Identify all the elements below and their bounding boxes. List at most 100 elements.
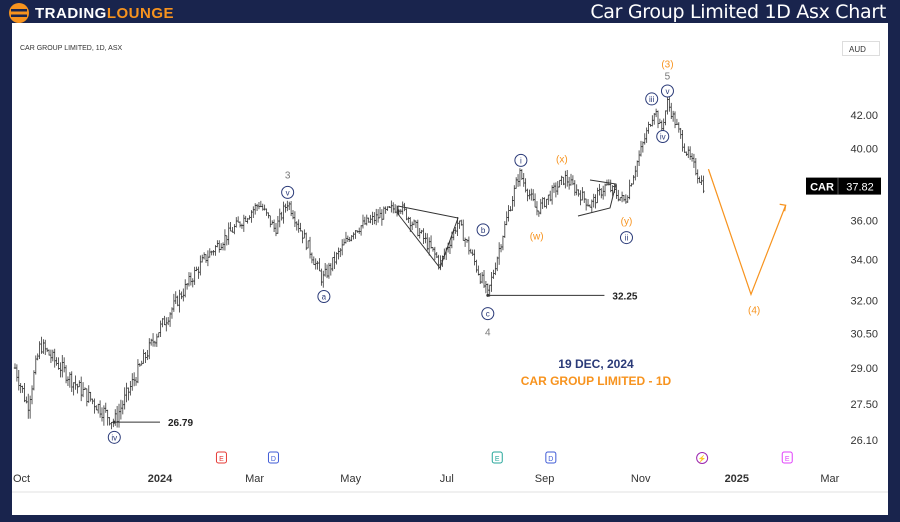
price-bar [132,372,136,387]
price-bar [556,181,559,195]
price-bar [21,385,24,393]
price-bar [25,396,28,404]
price-bar [626,195,629,203]
y-tick-label: 36.00 [850,215,878,227]
svg-text:v: v [286,188,290,197]
price-bar [490,272,493,292]
wave-label: (x) [556,155,568,166]
wave-label: v [660,84,674,98]
price-bar [639,140,643,157]
price-bar [202,252,206,260]
price-bar [583,191,586,203]
wave-label: (w) [530,232,544,243]
price-bar [418,228,421,239]
event-marker[interactable]: D [545,451,557,464]
event-marker[interactable]: E [215,451,227,464]
svg-text:⚡: ⚡ [698,454,707,463]
price-bar [180,291,183,300]
price-bar [698,176,701,183]
price-bar [72,382,75,396]
price-bar [127,387,130,401]
price-bar [592,193,595,208]
price-bar [620,191,624,203]
price-bar [375,208,378,226]
price-bar [543,197,546,208]
price-bar [306,240,310,249]
price-bar [168,312,172,327]
price-bar [172,293,176,312]
price-bar [238,221,242,228]
price-bar [316,260,319,270]
event-marker[interactable]: E [781,451,793,464]
price-bar [269,215,272,228]
price-bar [344,231,348,244]
price-bar [310,252,314,264]
price-bar [15,364,19,382]
price-bar [115,405,119,428]
price-bar [577,189,580,197]
price-bar [579,190,582,206]
wave-label: 4 [485,327,491,338]
price-bar [229,222,232,232]
price-bar [687,146,690,159]
price-bar [23,382,26,403]
svg-text:D: D [271,456,276,463]
price-bar [299,222,302,232]
price-bar [636,160,639,177]
price-bar [117,403,121,428]
wave-label: v [281,185,295,199]
price-bar [467,236,471,255]
price-bar [125,382,128,403]
price-bar [501,235,505,251]
event-marker[interactable]: D [267,451,279,464]
price-bar [552,182,556,193]
price-bar [53,348,56,368]
currency-button[interactable]: AUD [842,41,880,56]
price-bar [700,175,703,185]
price-bar [673,111,677,129]
event-marker[interactable]: ⚡ [696,452,709,464]
price-bar [136,359,140,384]
price-bar [486,283,489,296]
price-bar [668,95,671,112]
price-bar [30,385,34,405]
price-bar [653,112,656,125]
page-title: Car Group Limited 1D Asx Chart [590,1,886,23]
wave-label: 5 [665,72,671,83]
annotation-date: 19 DEC, 2024 [558,357,634,371]
price-bar [594,194,597,209]
price-bar [320,268,323,286]
price-bar [34,355,38,375]
price-bar [153,340,157,347]
event-marker[interactable]: E [491,451,503,464]
svg-text:iv: iv [660,132,666,141]
svg-text:b: b [481,226,486,235]
price-bar [308,236,312,259]
x-tick-label: May [340,473,361,485]
price-bar [174,291,177,304]
last-price-tag: CAR 37.82 [806,177,881,195]
price-bar [97,403,100,414]
price-bar [333,251,336,270]
price-bar [603,183,607,197]
wave-label: iv [107,430,121,444]
price-bar [496,256,499,272]
svg-text:ii: ii [625,234,629,243]
price-bar [155,333,159,347]
price-bar [539,198,542,215]
price-bar [497,242,501,265]
svg-text:a: a [322,292,327,301]
svg-text:E: E [495,456,500,463]
price-bar [554,182,558,198]
price-bar [151,333,155,347]
price-bar [235,217,238,228]
wave-label: b [476,223,490,237]
price-bar [87,385,90,403]
price-bar [352,232,355,240]
price-bar [429,235,433,249]
price-bar [197,266,200,279]
price-bar [176,295,179,307]
price-bar [240,223,244,229]
price-bar [32,370,36,391]
